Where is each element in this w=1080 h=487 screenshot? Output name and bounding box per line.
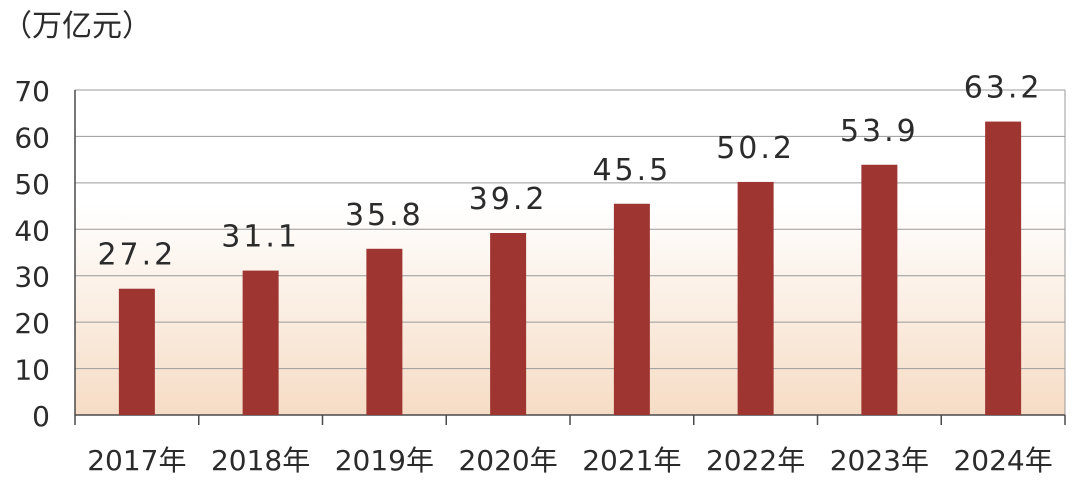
data-label: 63.2 (964, 71, 1043, 106)
y-tick-label: 0 (32, 400, 50, 433)
x-tick-label: 2021年 (582, 444, 681, 477)
data-label: 53.9 (840, 114, 919, 149)
y-tick-label: 30 (14, 261, 50, 294)
x-tick-label: 2019年 (335, 444, 434, 477)
data-label: 45.5 (592, 153, 671, 188)
x-tick-label: 2017年 (87, 444, 186, 477)
data-label: 39.2 (469, 182, 548, 217)
x-tick-label: 2022年 (706, 444, 805, 477)
bar-2024年 (985, 121, 1022, 416)
data-label: 27.2 (97, 238, 176, 273)
y-tick-label: 10 (14, 354, 50, 387)
y-tick-label: 60 (14, 121, 50, 154)
y-axis-unit-label: （万亿元） (2, 9, 152, 44)
y-tick-label: 70 (14, 75, 50, 108)
bar-2020年 (490, 233, 527, 415)
x-tick-label: 2023年 (830, 444, 929, 477)
data-label: 31.1 (221, 220, 300, 255)
bar-2021年 (613, 203, 650, 415)
bar-2018年 (242, 270, 279, 415)
x-tick-label: 2020年 (458, 444, 557, 477)
x-tick-label: 2018年 (211, 444, 310, 477)
bar-2023年 (861, 164, 898, 415)
plot-background (75, 90, 1065, 415)
bar-2019年 (366, 248, 403, 415)
data-label: 50.2 (716, 131, 795, 166)
x-tick-label: 2024年 (953, 444, 1052, 477)
y-tick-label: 50 (14, 168, 50, 201)
bar-2022年 (737, 181, 774, 415)
bar-2017年 (118, 288, 155, 415)
data-label: 35.8 (345, 198, 424, 233)
y-tick-label: 40 (14, 214, 50, 247)
y-tick-label: 20 (14, 307, 50, 340)
